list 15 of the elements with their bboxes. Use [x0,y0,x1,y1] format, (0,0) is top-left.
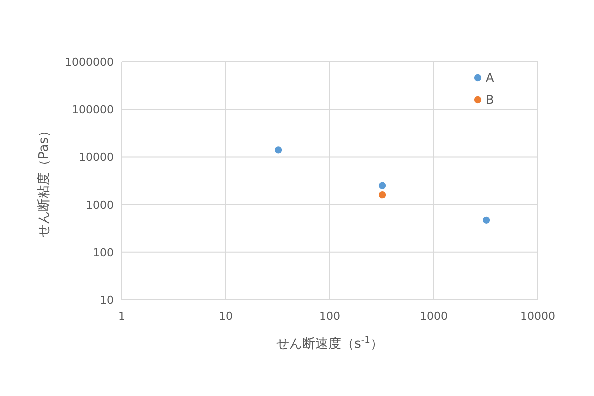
y-axis-title: せん断粘度（Pas） [36,124,52,238]
y-tick-label: 1000 [86,198,114,212]
y-tick-label: 1000000 [65,56,114,69]
legend-label: B [486,93,494,107]
y-tick-label: 10 [100,294,114,307]
y-tick-label: 100000 [72,104,114,117]
legend-label: A [486,71,495,85]
y-tick-label: 100 [93,246,114,260]
x-axis-title: せん断速度（s$^{-1}$） [276,336,384,352]
x-tick-label: 100 [320,310,340,323]
x-tick-label: 1000 [420,310,448,323]
x-tick-label: 10000 [520,310,556,323]
x-tick-label: 10 [219,310,233,323]
x-tick-label: 1 [118,310,126,323]
y-tick-label: 10000 [79,151,114,164]
